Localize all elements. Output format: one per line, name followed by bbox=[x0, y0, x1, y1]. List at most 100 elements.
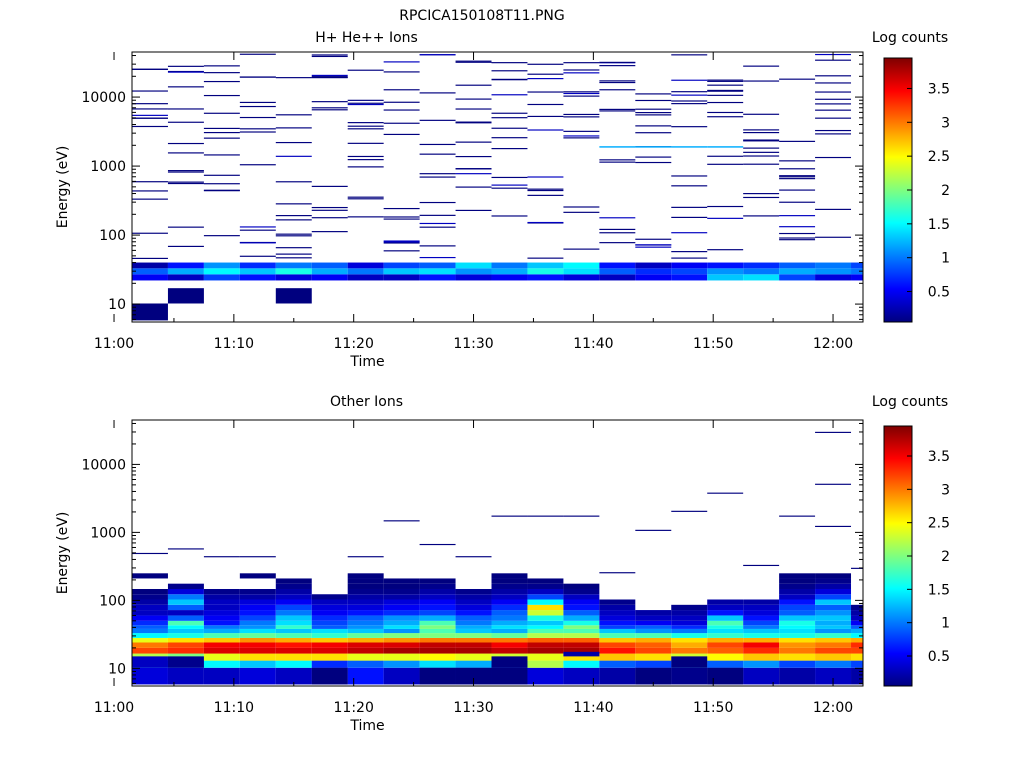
spectrogram-cell bbox=[383, 615, 420, 621]
spectrogram-cell bbox=[491, 262, 528, 269]
scattered-count bbox=[275, 114, 312, 116]
scattered-count bbox=[707, 116, 744, 118]
spectrogram-cell bbox=[743, 615, 780, 621]
spectrogram-cell bbox=[419, 599, 456, 605]
spectrogram-cell bbox=[635, 625, 672, 629]
spectrogram-cell bbox=[491, 588, 528, 595]
spectrogram-cell bbox=[851, 637, 863, 643]
spectrogram-cell bbox=[743, 604, 780, 611]
spectrogram-cell bbox=[599, 610, 636, 616]
scattered-count bbox=[599, 110, 636, 112]
scattered-count bbox=[383, 122, 420, 124]
scattered-count bbox=[347, 216, 384, 218]
spectrogram-cell bbox=[419, 594, 456, 600]
scattered-count bbox=[275, 233, 312, 235]
scattered-count bbox=[743, 140, 780, 142]
scattered-count bbox=[275, 219, 312, 221]
spectrogram-cell bbox=[275, 578, 312, 584]
spectrogram-cell bbox=[563, 274, 600, 281]
scattered-count bbox=[239, 105, 276, 108]
spectrogram-cell bbox=[707, 604, 744, 611]
spectrogram-cell bbox=[239, 615, 276, 621]
spectrogram-cell bbox=[383, 653, 420, 661]
spectrogram-cell bbox=[275, 660, 312, 668]
spectrogram-cell bbox=[743, 667, 780, 685]
spectrogram-cell bbox=[132, 599, 168, 605]
colorbar-tick-label: 0.5 bbox=[928, 649, 950, 665]
scattered-count bbox=[383, 207, 420, 210]
spectrogram-cell bbox=[779, 274, 816, 281]
scattered-count bbox=[419, 226, 456, 228]
spectrogram-cell bbox=[132, 625, 168, 629]
spectrogram-cell bbox=[491, 633, 528, 638]
scattered-count bbox=[167, 181, 204, 183]
spectrogram-cell bbox=[347, 274, 384, 281]
spectrogram-cell bbox=[275, 610, 312, 616]
spectrogram-cell bbox=[167, 288, 204, 304]
spectrogram-cell bbox=[275, 274, 312, 281]
spectrogram-cell bbox=[743, 637, 780, 643]
spectrogram-cell bbox=[455, 637, 492, 643]
x-tick-label: 12:00 bbox=[813, 336, 853, 352]
scattered-count bbox=[419, 256, 456, 259]
scattered-count bbox=[743, 113, 780, 115]
spectrogram-cell bbox=[275, 583, 312, 589]
spectrogram-cell bbox=[491, 642, 528, 648]
spectrogram-cell bbox=[203, 588, 240, 595]
spectrogram-cell bbox=[455, 660, 492, 668]
spectrogram-cell bbox=[383, 625, 420, 629]
scattered-count bbox=[347, 196, 384, 198]
scattered-count bbox=[132, 198, 168, 200]
spectrogram-cell bbox=[851, 615, 863, 621]
spectrogram-cell bbox=[815, 610, 852, 616]
scattered-count bbox=[491, 112, 528, 114]
spectrogram-cell bbox=[815, 262, 852, 269]
scattered-count bbox=[311, 107, 348, 109]
scattered-count bbox=[779, 232, 816, 235]
scattered-count bbox=[203, 112, 240, 114]
spectrogram-cell bbox=[707, 274, 744, 281]
spectrogram-cell bbox=[203, 620, 240, 626]
spectrogram-cell bbox=[707, 615, 744, 621]
spectrogram-cell bbox=[635, 633, 672, 638]
scattered-count bbox=[167, 245, 204, 247]
spectrogram-cell bbox=[599, 262, 636, 269]
scattered-count bbox=[707, 205, 744, 208]
scattered-count bbox=[347, 103, 384, 106]
scattered-count bbox=[419, 245, 456, 247]
colorbar-tick-label: 0.5 bbox=[928, 285, 950, 301]
spectrogram-cell bbox=[563, 620, 600, 626]
scattered-count bbox=[275, 181, 312, 183]
spectrogram-cell bbox=[491, 637, 528, 643]
scattered-count bbox=[599, 65, 636, 67]
spectrogram-cell bbox=[239, 653, 276, 661]
scattered-count bbox=[743, 155, 780, 157]
spectrogram-cell bbox=[635, 262, 672, 269]
spectrogram-cell bbox=[563, 599, 600, 605]
scattered-count bbox=[132, 181, 168, 183]
spectrogram-cell bbox=[455, 268, 492, 275]
spectrogram-cell bbox=[167, 667, 204, 685]
spectrogram-cell bbox=[815, 660, 852, 668]
plot-frame bbox=[131, 51, 864, 323]
spectrogram-cell bbox=[347, 583, 384, 589]
spectrogram-cell bbox=[707, 653, 744, 661]
spectrogram-cell bbox=[635, 637, 672, 643]
scattered-count bbox=[671, 185, 708, 187]
spectrogram-cell bbox=[455, 667, 492, 685]
spectrogram-cell bbox=[491, 610, 528, 616]
spectrogram-cell bbox=[779, 647, 816, 654]
spectrogram-cell bbox=[383, 620, 420, 626]
spectrogram-cell bbox=[599, 599, 636, 605]
spectrogram-cell bbox=[779, 268, 816, 275]
scattered-count bbox=[599, 89, 636, 91]
spectrogram-cell bbox=[275, 604, 312, 611]
spectrogram-cell bbox=[815, 647, 852, 654]
spectrogram-cell bbox=[167, 620, 204, 626]
scattered-count bbox=[347, 125, 384, 127]
scattered-count bbox=[383, 89, 420, 91]
spectrogram-cell bbox=[167, 594, 204, 600]
spectrogram-cell bbox=[455, 604, 492, 611]
spectrogram-cell bbox=[635, 667, 672, 685]
spectrogram-cell bbox=[311, 642, 348, 648]
